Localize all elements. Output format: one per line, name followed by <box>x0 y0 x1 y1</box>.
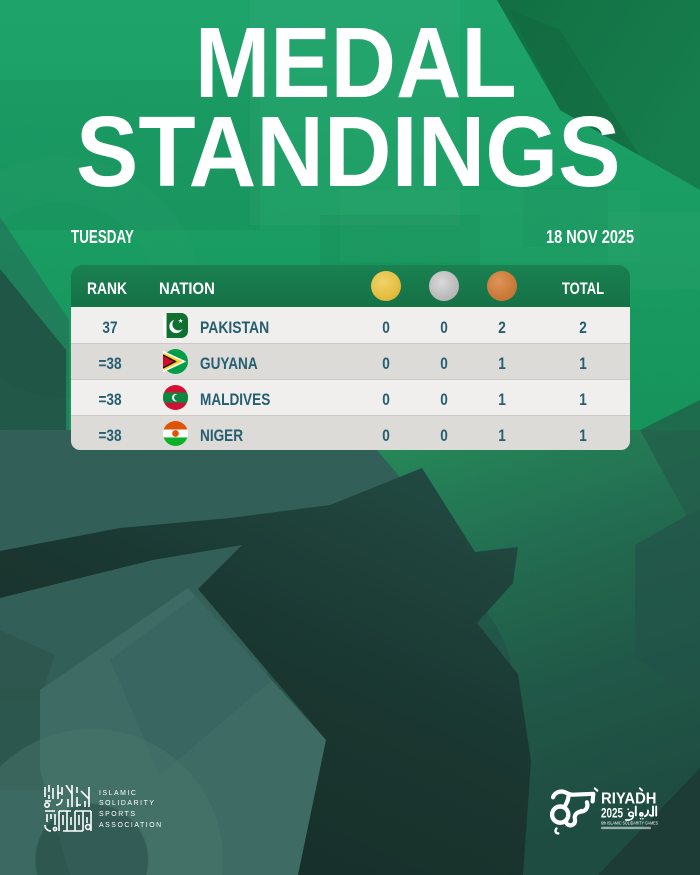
svg-text:6th ISLAMIC SOLIDARITY GAMES: 6th ISLAMIC SOLIDARITY GAMES <box>601 821 658 826</box>
svg-text:2025: 2025 <box>601 804 623 820</box>
svg-text:RIYADH: RIYADH <box>601 790 657 807</box>
